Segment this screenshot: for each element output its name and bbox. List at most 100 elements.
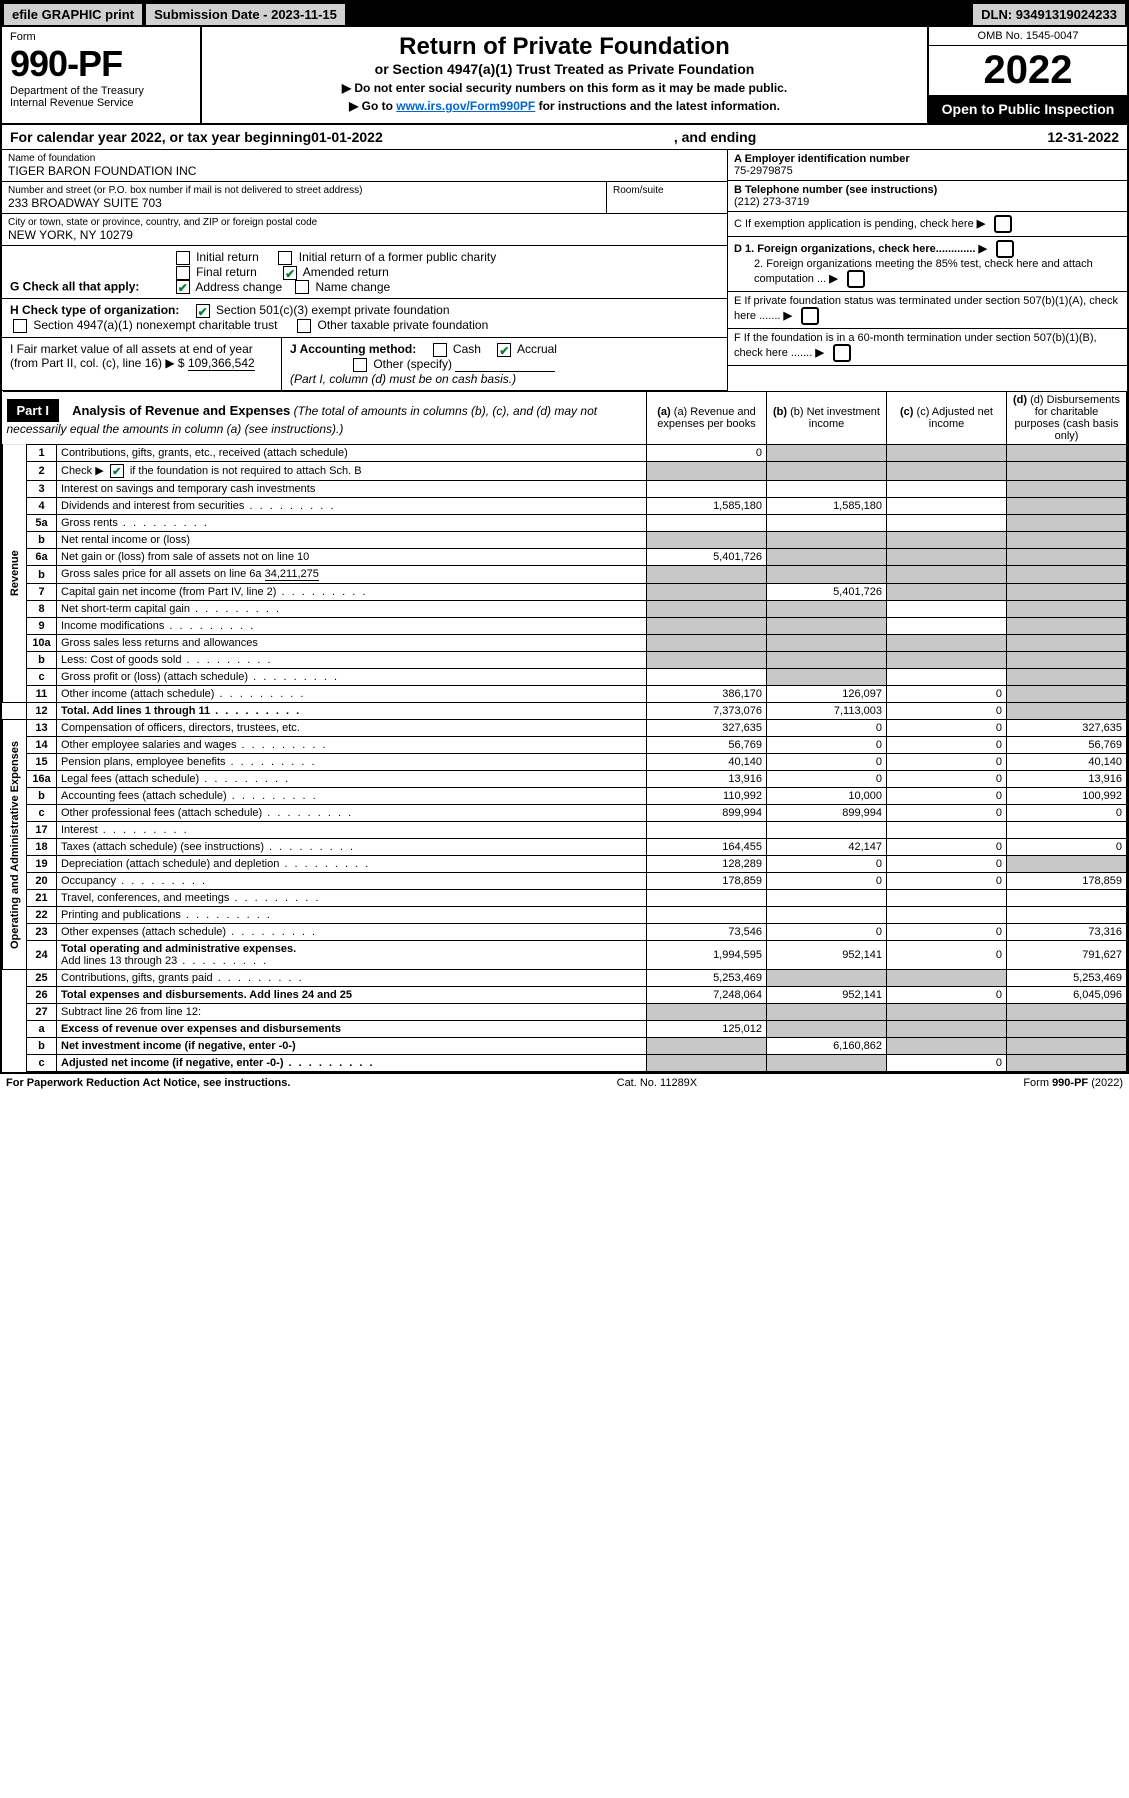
checkbox-address-change[interactable]	[176, 280, 190, 294]
line-12-b: 7,113,003	[767, 703, 887, 720]
line-14-c: 0	[887, 737, 1007, 754]
c-section: C If exemption application is pending, c…	[728, 212, 1127, 237]
line-16b-d: 100,992	[1007, 788, 1127, 805]
h-opt3: Other taxable private foundation	[318, 318, 489, 332]
line-14: 14Other employee salaries and wages56,76…	[3, 737, 1127, 754]
line-25: 25Contributions, gifts, grants paid5,253…	[3, 970, 1127, 987]
line-14-d: 56,769	[1007, 737, 1127, 754]
line-26-d: 6,045,096	[1007, 987, 1127, 1004]
line-25-d: 5,253,469	[1007, 970, 1127, 987]
line-16a-b: 0	[767, 771, 887, 788]
line-16c-desc: Other professional fees (attach schedule…	[57, 805, 647, 822]
i-section: I Fair market value of all assets at end…	[2, 338, 282, 390]
checkbox-4947a1[interactable]	[13, 319, 27, 333]
checkbox-initial-return[interactable]	[176, 251, 190, 265]
line-1: Revenue 1 Contributions, gifts, grants, …	[3, 444, 1127, 461]
line-13-b: 0	[767, 720, 887, 737]
foundation-name-label: Name of foundation	[8, 153, 721, 164]
line-4: 4Dividends and interest from securities1…	[3, 498, 1127, 515]
line-26-c: 0	[887, 987, 1007, 1004]
line-3: 3Interest on savings and temporary cash …	[3, 481, 1127, 498]
line-23-a: 73,546	[647, 924, 767, 941]
line-18-desc: Taxes (attach schedule) (see instruction…	[57, 839, 647, 856]
line-19-c: 0	[887, 856, 1007, 873]
line-9: 9Income modifications	[3, 618, 1127, 635]
form-label: Form	[10, 31, 192, 43]
line-23-b: 0	[767, 924, 887, 941]
line-20: 20Occupancy178,85900178,859	[3, 873, 1127, 890]
checkbox-other-taxable[interactable]	[297, 319, 311, 333]
line-22-desc: Printing and publications	[57, 907, 647, 924]
checkbox-accrual[interactable]	[497, 343, 511, 357]
line-6b-desc: Gross sales price for all assets on line…	[61, 568, 262, 580]
ein-label: A Employer identification number	[734, 153, 910, 165]
checkbox-d1[interactable]	[996, 240, 1014, 258]
checkbox-cash[interactable]	[433, 343, 447, 357]
line-11: 11Other income (attach schedule)386,1701…	[3, 686, 1127, 703]
f-label: F If the foundation is in a 60-month ter…	[734, 332, 1097, 359]
g-amended: Amended return	[303, 265, 389, 279]
line-17: 17Interest	[3, 822, 1127, 839]
checkbox-e[interactable]	[801, 307, 819, 325]
line-27a: aExcess of revenue over expenses and dis…	[3, 1021, 1127, 1038]
tax-year: 2022	[929, 46, 1127, 95]
g-name: Name change	[315, 280, 390, 294]
line-16b-b: 10,000	[767, 788, 887, 805]
checkbox-f[interactable]	[833, 344, 851, 362]
col-b-head: (b) (b) Net investment income	[767, 391, 887, 444]
footer-right: Form 990-PF (2022)	[1023, 1077, 1123, 1089]
instr-link-suffix: for instructions and the latest informat…	[535, 99, 780, 113]
g-label: G Check all that apply:	[10, 280, 139, 294]
form-number: 990-PF	[10, 43, 192, 85]
checkbox-other-method[interactable]	[353, 358, 367, 372]
line-6b-val: 34,211,275	[265, 568, 319, 581]
line-11-a: 386,170	[647, 686, 767, 703]
line-16b: bAccounting fees (attach schedule)110,99…	[3, 788, 1127, 805]
line-19-b: 0	[767, 856, 887, 873]
line-1-a: 0	[647, 444, 767, 461]
col-b-text: (b) Net investment income	[790, 406, 880, 430]
calendar-end: 12-31-2022	[1047, 129, 1119, 145]
j-cash: Cash	[453, 342, 481, 356]
line-25-desc: Contributions, gifts, grants paid	[57, 970, 647, 987]
line-16c: cOther professional fees (attach schedul…	[3, 805, 1127, 822]
submission-date: Submission Date - 2023-11-15	[146, 4, 345, 25]
line-2: 2 Check ▶ if the foundation is not requi…	[3, 461, 1127, 480]
line-16c-c: 0	[887, 805, 1007, 822]
line-16c-b: 899,994	[767, 805, 887, 822]
line-26-b: 952,141	[767, 987, 887, 1004]
checkbox-sch-b[interactable]	[110, 464, 124, 478]
line-15-b: 0	[767, 754, 887, 771]
line-27b-desc: Net investment income (if negative, ente…	[57, 1038, 647, 1055]
line-23-d: 73,316	[1007, 924, 1127, 941]
line-16a-d: 13,916	[1007, 771, 1127, 788]
line-15-a: 40,140	[647, 754, 767, 771]
checkbox-d2[interactable]	[847, 270, 865, 288]
open-public: Open to Public Inspection	[929, 95, 1127, 123]
line-4-desc: Dividends and interest from securities	[57, 498, 647, 515]
line-20-a: 178,859	[647, 873, 767, 890]
line-20-b: 0	[767, 873, 887, 890]
instructions-link[interactable]: www.irs.gov/Form990PF	[396, 99, 535, 113]
checkbox-amended-return[interactable]	[283, 266, 297, 280]
line-5a: 5aGross rents	[3, 515, 1127, 532]
line-16a-desc: Legal fees (attach schedule)	[57, 771, 647, 788]
line-13: Operating and Administrative Expenses 13…	[3, 720, 1127, 737]
h-opt2: Section 4947(a)(1) nonexempt charitable …	[33, 318, 277, 332]
line-8: 8Net short-term capital gain	[3, 601, 1127, 618]
checkbox-final-return[interactable]	[176, 266, 190, 280]
i-value: 109,366,542	[188, 356, 255, 371]
line-2-suffix: if the foundation is not required to att…	[130, 465, 362, 477]
calendar-year-row: For calendar year 2022, or tax year begi…	[2, 125, 1127, 150]
irs: Internal Revenue Service	[10, 97, 192, 109]
checkbox-initial-former[interactable]	[278, 251, 292, 265]
line-19: 19Depreciation (attach schedule) and dep…	[3, 856, 1127, 873]
checkbox-c[interactable]	[994, 215, 1012, 233]
line-12: 12Total. Add lines 1 through 117,373,076…	[3, 703, 1127, 720]
checkbox-501c3[interactable]	[196, 304, 210, 318]
line-13-desc: Compensation of officers, directors, tru…	[57, 720, 647, 737]
line-9-desc: Income modifications	[57, 618, 647, 635]
g-final: Final return	[196, 265, 257, 279]
line-16a-a: 13,916	[647, 771, 767, 788]
checkbox-name-change[interactable]	[295, 280, 309, 294]
